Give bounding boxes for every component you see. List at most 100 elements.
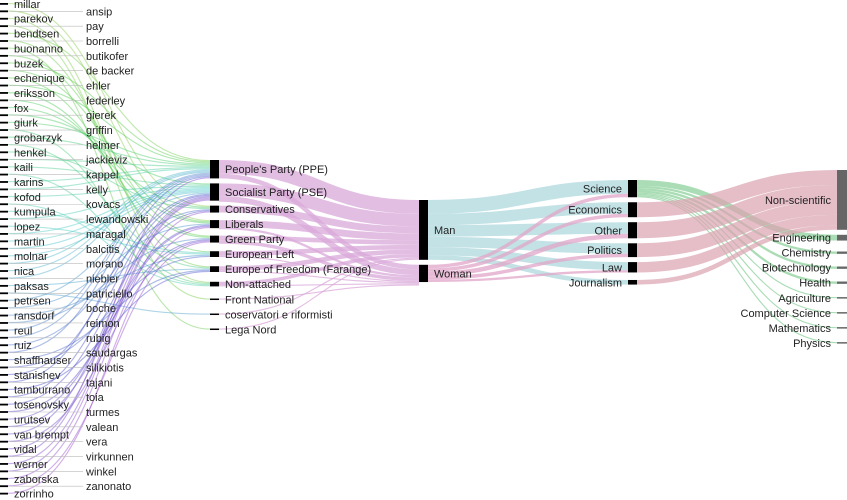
link-gender-field[interactable] xyxy=(427,202,629,226)
link-party-gender[interactable] xyxy=(218,258,420,330)
link-gender-field[interactable] xyxy=(427,270,629,283)
node-non-scientific[interactable] xyxy=(837,170,847,230)
link-person-party[interactable] xyxy=(7,174,211,353)
node-p-gierek[interactable] xyxy=(0,114,8,117)
link-person-party[interactable] xyxy=(7,292,211,315)
node-p-kofod[interactable] xyxy=(0,195,8,198)
link-person-party[interactable] xyxy=(7,151,211,210)
link-person-party[interactable] xyxy=(7,210,211,254)
node-p-stanishev[interactable] xyxy=(0,374,8,376)
link-person-party[interactable] xyxy=(7,223,211,309)
node-p-nica[interactable] xyxy=(0,270,8,272)
link-person-party[interactable] xyxy=(7,54,211,237)
link-person-party[interactable] xyxy=(7,255,211,368)
node-socialist-party-pse[interactable] xyxy=(210,183,219,201)
link-person-party[interactable] xyxy=(7,240,211,442)
node-european-left[interactable] xyxy=(210,251,219,257)
node-agriculture[interactable] xyxy=(837,297,847,299)
node-p-winkel[interactable] xyxy=(0,470,8,473)
link-field-category[interactable] xyxy=(636,170,838,218)
node-p-echenique[interactable] xyxy=(0,77,8,79)
link-person-party[interactable] xyxy=(7,197,211,450)
link-person-party[interactable] xyxy=(7,169,211,264)
node-p-lopez[interactable] xyxy=(0,225,8,228)
node-p-millar[interactable] xyxy=(0,3,8,5)
link-person-party[interactable] xyxy=(7,210,211,405)
link-person-party[interactable] xyxy=(7,239,211,413)
link-person-party[interactable] xyxy=(7,225,211,255)
link-party-gender[interactable] xyxy=(218,235,420,245)
node-p-buzek[interactable] xyxy=(0,62,8,65)
node-computer-science[interactable] xyxy=(837,312,847,314)
node-p-van-brempt[interactable] xyxy=(0,433,8,436)
node-p-tosenovsky[interactable] xyxy=(0,403,8,406)
link-field-category[interactable] xyxy=(636,214,838,273)
node-mathematics[interactable] xyxy=(837,327,847,329)
node-p-buonanno[interactable] xyxy=(0,47,8,50)
link-person-party[interactable] xyxy=(7,268,211,287)
node-p-zanonato[interactable] xyxy=(0,485,8,488)
node-p-ehler[interactable] xyxy=(0,84,8,87)
node-man[interactable] xyxy=(419,200,428,260)
node-p-maragal[interactable] xyxy=(0,233,8,235)
link-person-party[interactable] xyxy=(7,185,211,198)
node-p-paksas[interactable] xyxy=(0,284,8,287)
link-person-party[interactable] xyxy=(7,69,211,223)
link-person-party[interactable] xyxy=(7,166,211,186)
link-person-party[interactable] xyxy=(7,254,211,316)
link-gender-field[interactable] xyxy=(427,247,629,271)
node-engineering[interactable] xyxy=(837,234,847,241)
node-p-grobarzyk[interactable] xyxy=(0,136,8,139)
node-p-griffin[interactable] xyxy=(0,129,8,131)
link-person-party[interactable] xyxy=(7,40,211,268)
link-person-party[interactable] xyxy=(7,186,211,220)
link-party-gender[interactable] xyxy=(218,220,420,241)
node-lega-nord[interactable] xyxy=(210,328,219,331)
node-p-tamburrano[interactable] xyxy=(0,388,8,391)
link-person-party[interactable] xyxy=(7,224,211,420)
link-person-party[interactable] xyxy=(7,211,211,480)
link-person-party[interactable] xyxy=(7,77,211,253)
link-field-category[interactable] xyxy=(636,190,838,284)
link-field-category[interactable] xyxy=(636,201,838,258)
node-economics[interactable] xyxy=(628,202,637,218)
node-p-borrelli[interactable] xyxy=(0,40,8,42)
link-person-party[interactable] xyxy=(7,84,211,164)
node-p-zorrinho[interactable] xyxy=(0,492,8,495)
link-person-party[interactable] xyxy=(7,106,211,208)
link-person-party[interactable] xyxy=(7,172,211,331)
link-person-party[interactable] xyxy=(7,166,211,183)
node-p-eriksson[interactable] xyxy=(0,92,8,94)
link-person-party[interactable] xyxy=(7,62,211,163)
link-person-party[interactable] xyxy=(7,168,211,190)
link-person-party[interactable] xyxy=(7,209,211,346)
node-green-party[interactable] xyxy=(210,235,219,243)
link-field-category[interactable] xyxy=(636,225,838,285)
link-person-party[interactable] xyxy=(7,226,211,494)
node-p-reimon[interactable] xyxy=(0,322,8,324)
node-p-jackieviz[interactable] xyxy=(0,158,8,161)
link-person-party[interactable] xyxy=(7,47,211,330)
node-p-werner[interactable] xyxy=(0,463,8,465)
link-person-party[interactable] xyxy=(7,188,211,235)
node-science[interactable] xyxy=(628,180,637,198)
link-person-party[interactable] xyxy=(7,171,211,279)
node-p-zaborska[interactable] xyxy=(0,477,8,480)
link-person-party[interactable] xyxy=(7,196,211,435)
node-p-lewandowski[interactable] xyxy=(0,218,8,220)
node-p-giurk[interactable] xyxy=(0,121,8,124)
link-person-party[interactable] xyxy=(7,176,211,383)
link-field-category[interactable] xyxy=(636,184,838,239)
link-person-party[interactable] xyxy=(7,136,211,166)
link-party-gender[interactable] xyxy=(218,257,420,315)
link-person-party[interactable] xyxy=(7,203,211,287)
link-person-party[interactable] xyxy=(7,269,211,361)
link-person-party[interactable] xyxy=(7,92,211,238)
link-gender-field[interactable] xyxy=(427,255,629,285)
node-politics[interactable] xyxy=(628,243,637,258)
node-people-s-party-ppe[interactable] xyxy=(210,160,219,179)
node-p-molnar[interactable] xyxy=(0,255,8,258)
node-p-martin[interactable] xyxy=(0,240,8,243)
node-p-pay[interactable] xyxy=(0,25,8,28)
link-person-party[interactable] xyxy=(7,129,211,285)
